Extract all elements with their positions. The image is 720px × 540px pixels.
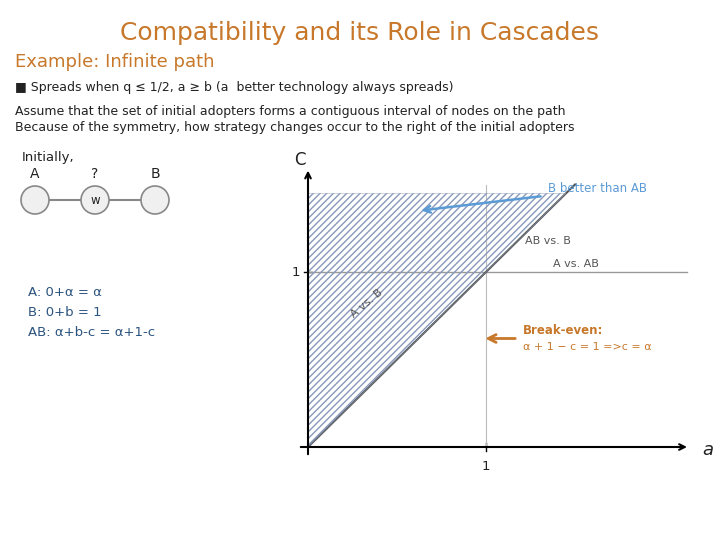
Text: AB: α+b-c = α+1-c: AB: α+b-c = α+1-c [28,326,155,339]
Text: Because of the symmetry, how strategy changes occur to the right of the initial : Because of the symmetry, how strategy ch… [15,122,575,134]
Circle shape [81,186,109,214]
Text: C: C [294,151,306,168]
Text: Assume that the set of initial adopters forms a contiguous interval of nodes on : Assume that the set of initial adopters … [15,105,565,118]
Circle shape [141,186,169,214]
Text: A vs. AB: A vs. AB [553,259,599,269]
Text: Initially,: Initially, [22,152,75,165]
Text: B: B [150,167,160,181]
Text: A: A [30,167,40,181]
Text: ■ Spreads when q ≤ 1/2, a ≥ b (a  better technology always spreads): ■ Spreads when q ≤ 1/2, a ≥ b (a better … [15,80,454,93]
Text: AB vs. B: AB vs. B [525,235,571,246]
Text: 1: 1 [292,266,300,279]
Text: ?: ? [91,167,99,181]
Text: B better than AB: B better than AB [549,181,647,194]
Text: Compatibility and its Role in Cascades: Compatibility and its Role in Cascades [120,21,600,45]
Text: A vs. B: A vs. B [349,287,384,320]
Text: Example: Infinite path: Example: Infinite path [15,53,215,71]
Circle shape [21,186,49,214]
Text: a: a [702,441,713,459]
Text: 1: 1 [482,460,490,473]
Text: Break-even:: Break-even: [523,324,603,337]
Text: B: 0+b = 1: B: 0+b = 1 [28,306,102,319]
Text: α + 1 − c = 1 =>c = α: α + 1 − c = 1 =>c = α [523,341,652,352]
Text: w: w [90,193,100,206]
Text: A: 0+α = α: A: 0+α = α [28,286,102,299]
